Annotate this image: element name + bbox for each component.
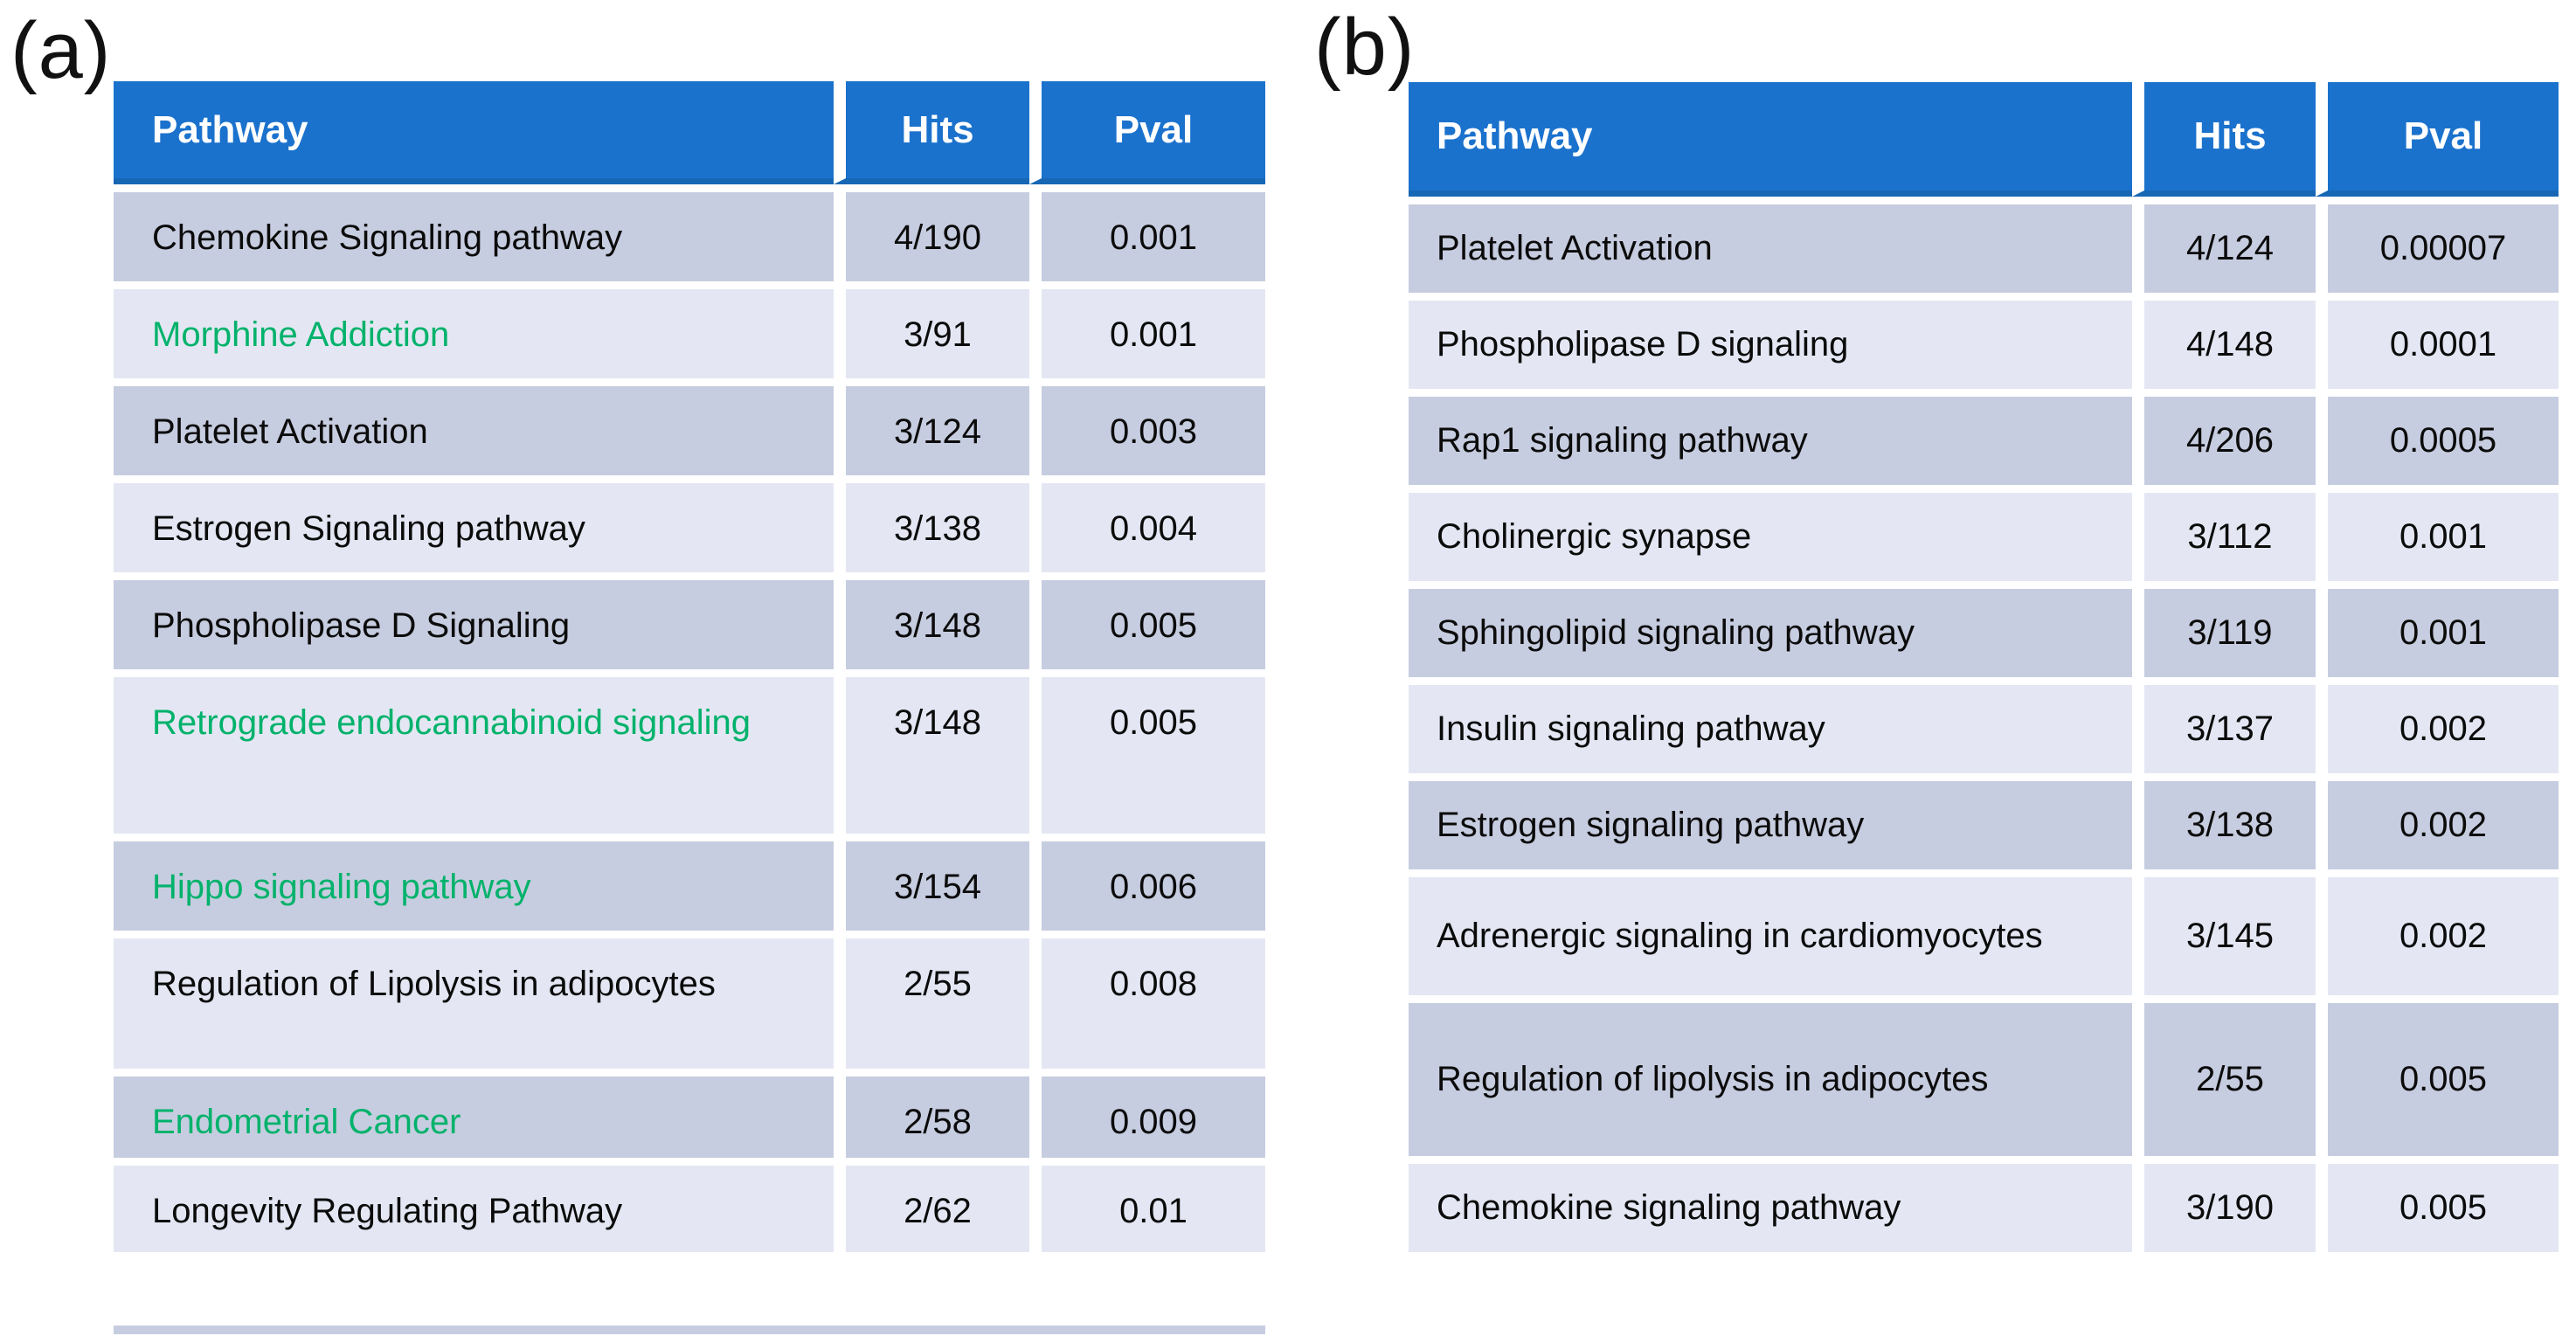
table-row: Longevity Regulating Pathway 2/62 0.01 <box>114 1158 1265 1252</box>
hits-cell: 3/148 <box>834 572 1029 669</box>
pval-cell: 0.001 <box>2316 581 2559 677</box>
pathway-cell: Estrogen signaling pathway <box>1409 773 2132 869</box>
table-row: Platelet Activation 4/124 0.00007 <box>1409 197 2559 293</box>
hits-cell: 3/148 <box>834 669 1029 834</box>
hits-cell: 2/55 <box>834 931 1029 1069</box>
hits-cell: 4/206 <box>2132 389 2316 485</box>
pathway-cell: Regulation of Lipolysis in adipocytes <box>114 931 834 1069</box>
pval-cell: 0.005 <box>1029 572 1265 669</box>
pval-cell: 0.002 <box>2316 773 2559 869</box>
hits-cell: 4/148 <box>2132 293 2316 389</box>
panel-b-label: (b) <box>1314 3 1416 92</box>
table-row: Rap1 signaling pathway 4/206 0.0005 <box>1409 389 2559 485</box>
table-row: Phospholipase D signaling 4/148 0.0001 <box>1409 293 2559 389</box>
table-row: Retrograde endocannabinoid signaling 3/1… <box>114 669 1265 834</box>
pathway-cell: Longevity Regulating Pathway <box>114 1158 834 1252</box>
hits-cell: 2/55 <box>2132 995 2316 1156</box>
table-row: Insulin signaling pathway 3/137 0.002 <box>1409 677 2559 773</box>
hits-cell: 3/138 <box>834 475 1029 572</box>
hits-cell: 4/124 <box>2132 197 2316 293</box>
pval-cell: 0.002 <box>2316 677 2559 773</box>
table-row: Estrogen Signaling pathway 3/138 0.004 <box>114 475 1265 572</box>
hits-cell: 2/62 <box>834 1158 1029 1252</box>
pathway-cell: Endometrial Cancer <box>114 1069 834 1158</box>
pval-cell: 0.006 <box>1029 834 1265 931</box>
pval-cell: 0.005 <box>2316 995 2559 1156</box>
table-row: Estrogen signaling pathway 3/138 0.002 <box>1409 773 2559 869</box>
table-a-cutoff-row-sliver <box>114 1326 1265 1334</box>
pval-cell: 0.01 <box>1029 1158 1265 1252</box>
col-header-hits: Hits <box>834 81 1029 184</box>
hits-cell: 3/112 <box>2132 485 2316 581</box>
table-row: Cholinergic synapse 3/112 0.001 <box>1409 485 2559 581</box>
hits-cell: 3/91 <box>834 281 1029 378</box>
pval-cell: 0.005 <box>1029 669 1265 834</box>
pathway-table-b: Pathway Hits Pval Platelet Activation 4/… <box>1409 82 2559 1252</box>
pval-cell: 0.008 <box>1029 931 1265 1069</box>
pathway-cell: Rap1 signaling pathway <box>1409 389 2132 485</box>
hits-cell: 4/190 <box>834 184 1029 281</box>
pval-cell: 0.001 <box>1029 184 1265 281</box>
pathway-table-a: Pathway Hits Pval Chemokine Signaling pa… <box>114 81 1265 1252</box>
table-row: Sphingolipid signaling pathway 3/119 0.0… <box>1409 581 2559 677</box>
pathway-cell: Sphingolipid signaling pathway <box>1409 581 2132 677</box>
pval-cell: 0.004 <box>1029 475 1265 572</box>
table-row: Chemokine signaling pathway 3/190 0.005 <box>1409 1156 2559 1252</box>
pathway-cell: Insulin signaling pathway <box>1409 677 2132 773</box>
table-row: Adrenergic signaling in cardiomyocytes 3… <box>1409 869 2559 995</box>
table-row: Regulation of lipolysis in adipocytes 2/… <box>1409 995 2559 1156</box>
col-header-hits: Hits <box>2132 82 2316 197</box>
table-row: Chemokine Signaling pathway 4/190 0.001 <box>114 184 1265 281</box>
hits-cell: 2/58 <box>834 1069 1029 1158</box>
col-header-pval: Pval <box>1029 81 1265 184</box>
table-row: Hippo signaling pathway 3/154 0.006 <box>114 834 1265 931</box>
panel-a-label: (a) <box>10 6 112 95</box>
pathway-cell: Chemokine signaling pathway <box>1409 1156 2132 1252</box>
hits-cell: 3/190 <box>2132 1156 2316 1252</box>
hits-cell: 3/154 <box>834 834 1029 931</box>
table-row: Regulation of Lipolysis in adipocytes 2/… <box>114 931 1265 1069</box>
pval-cell: 0.001 <box>2316 485 2559 581</box>
pathway-cell: Phospholipase D Signaling <box>114 572 834 669</box>
pathway-cell: Cholinergic synapse <box>1409 485 2132 581</box>
pval-cell: 0.009 <box>1029 1069 1265 1158</box>
pval-cell: 0.003 <box>1029 378 1265 475</box>
table-row: Morphine Addiction 3/91 0.001 <box>114 281 1265 378</box>
pathway-cell: Phospholipase D signaling <box>1409 293 2132 389</box>
pval-cell: 0.0001 <box>2316 293 2559 389</box>
pathway-cell: Adrenergic signaling in cardiomyocytes <box>1409 869 2132 995</box>
pathway-cell: Platelet Activation <box>1409 197 2132 293</box>
hits-cell: 3/137 <box>2132 677 2316 773</box>
pathway-cell: Retrograde endocannabinoid signaling <box>114 669 834 834</box>
col-header-pathway: Pathway <box>1409 82 2132 197</box>
hits-cell: 3/124 <box>834 378 1029 475</box>
pval-cell: 0.005 <box>2316 1156 2559 1252</box>
hits-cell: 3/138 <box>2132 773 2316 869</box>
table-row: Platelet Activation 3/124 0.003 <box>114 378 1265 475</box>
pathway-cell: Estrogen Signaling pathway <box>114 475 834 572</box>
table-row: Endometrial Cancer 2/58 0.009 <box>114 1069 1265 1158</box>
table-row: Phospholipase D Signaling 3/148 0.005 <box>114 572 1265 669</box>
hits-cell: 3/119 <box>2132 581 2316 677</box>
pathway-cell: Regulation of lipolysis in adipocytes <box>1409 995 2132 1156</box>
pval-cell: 0.00007 <box>2316 197 2559 293</box>
pval-cell: 0.001 <box>1029 281 1265 378</box>
pathway-cell: Morphine Addiction <box>114 281 834 378</box>
pval-cell: 0.002 <box>2316 869 2559 995</box>
pathway-cell: Platelet Activation <box>114 378 834 475</box>
pval-cell: 0.0005 <box>2316 389 2559 485</box>
pathway-cell: Chemokine Signaling pathway <box>114 184 834 281</box>
header-row: Pathway Hits Pval <box>1409 82 2559 197</box>
col-header-pval: Pval <box>2316 82 2559 197</box>
col-header-pathway: Pathway <box>114 81 834 184</box>
pathway-cell: Hippo signaling pathway <box>114 834 834 931</box>
header-row: Pathway Hits Pval <box>114 81 1265 184</box>
hits-cell: 3/145 <box>2132 869 2316 995</box>
